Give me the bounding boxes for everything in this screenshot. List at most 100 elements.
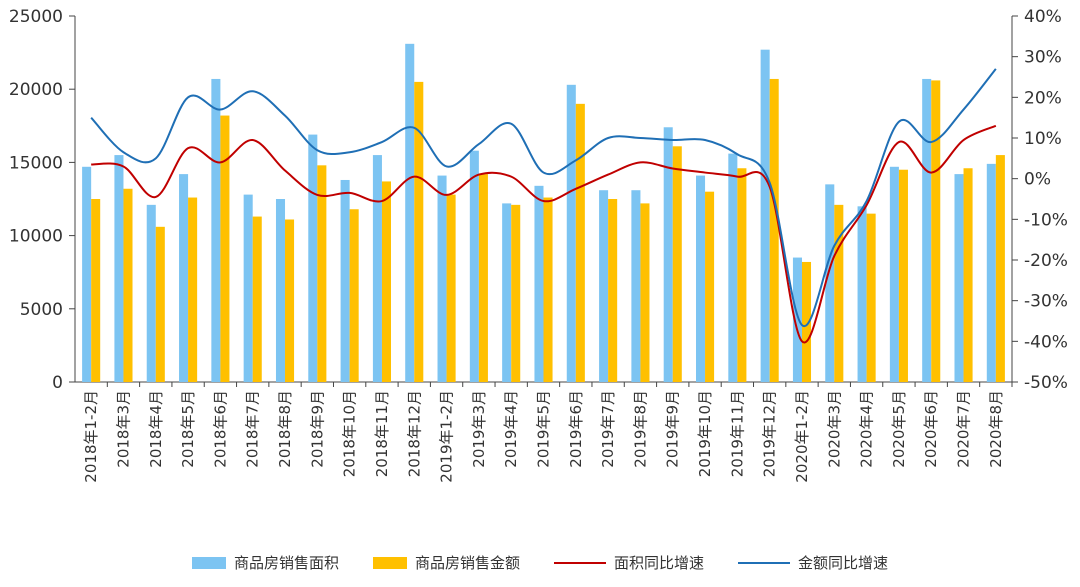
- bar-amount: [252, 216, 262, 382]
- bar-area: [857, 206, 867, 382]
- bar-amount: [575, 103, 585, 382]
- y-tick-label-left: 15000: [9, 153, 63, 173]
- bar-amount: [543, 197, 553, 382]
- x-tick-label: 2019年3月: [470, 390, 488, 468]
- bar-area: [405, 43, 415, 382]
- y-tick-label-right: -30%: [1024, 292, 1068, 312]
- bar-amount: [801, 261, 812, 382]
- y-tick-label-right: -10%: [1024, 210, 1068, 230]
- y-tick-label-left: 20000: [9, 80, 63, 100]
- bar-area: [372, 155, 382, 382]
- x-tick-label: 2019年4月: [502, 390, 520, 468]
- x-tick-label: 2020年4月: [858, 390, 876, 468]
- bar-amount: [511, 204, 521, 382]
- x-tick-label: 2020年1-2月: [793, 390, 811, 483]
- bar-amount: [188, 197, 198, 382]
- y-tick-label-right: 30%: [1024, 48, 1062, 68]
- y-tick-label-left: 0: [52, 373, 63, 393]
- x-tick-label: 2020年5月: [890, 390, 908, 468]
- y-tick-label-right: 20%: [1024, 88, 1062, 108]
- bar-amount: [769, 78, 779, 383]
- bar-area: [340, 179, 350, 382]
- bar-series: [82, 43, 1013, 387]
- x-tick-label: 2018年10月: [341, 390, 359, 477]
- bar-area: [986, 163, 996, 382]
- legend-label-area-growth: 面积同比增速: [614, 554, 705, 572]
- x-tick-label: 2020年8月: [987, 390, 1005, 468]
- bar-area: [275, 199, 286, 382]
- x-tick-label: 2018年3月: [114, 390, 132, 468]
- y-tick-label-right: -20%: [1024, 251, 1068, 271]
- x-tick-label: 2018年11月: [373, 390, 391, 477]
- bar-area: [954, 174, 964, 382]
- x-tick-label: 2019年9月: [664, 390, 682, 468]
- x-tick-label: 2020年6月: [922, 390, 940, 468]
- axes: 0 5000 10000 15000 20000 25000 -50% -40% -30% -20…: [9, 7, 1068, 393]
- bar-amount: [705, 191, 715, 382]
- bar-amount: [123, 188, 133, 382]
- x-tick-label: 2019年10月: [696, 390, 714, 477]
- legend-swatch-amount-growth: [738, 561, 791, 564]
- y-tick-label-left: 10000: [9, 227, 63, 247]
- bar-area: [889, 166, 899, 382]
- x-tick-label: 2018年7月: [244, 390, 262, 468]
- bar-amount: [963, 168, 973, 382]
- bar-amount: [898, 169, 908, 382]
- line-series: [90, 68, 997, 344]
- bar-area: [760, 49, 770, 383]
- bar-amount: [349, 209, 359, 382]
- bar-amount: [91, 199, 101, 382]
- bar-amount: [446, 194, 456, 382]
- bar-amount: [220, 115, 230, 382]
- legend-item-area-growth: 面积同比增速: [554, 552, 704, 573]
- x-tick-label: 2019年12月: [761, 390, 779, 477]
- x-tick-label: 2019年8月: [631, 390, 649, 468]
- bar-amount: [155, 226, 165, 382]
- bar-area: [469, 150, 479, 382]
- bar-area: [825, 184, 835, 382]
- x-tick-label: 2018年8月: [276, 390, 294, 468]
- x-tick-label: 2019年6月: [567, 390, 585, 468]
- bar-amount: [285, 219, 295, 382]
- legend-swatch-area-growth: [554, 561, 606, 564]
- bar-area: [502, 203, 512, 382]
- x-tick-label: 2019年7月: [599, 390, 617, 468]
- x-tick-label: 2019年1-2月: [438, 390, 456, 483]
- bar-amount: [478, 174, 488, 382]
- legend-label-amount: 商品房销售金额: [414, 554, 520, 572]
- bar-area: [534, 185, 544, 382]
- bar-amount: [995, 155, 1005, 382]
- bar-area: [82, 166, 92, 382]
- bar-area: [566, 84, 576, 383]
- x-tick-labels: 2018年1-2月 2018年3月 2018年4月 2018年5月 2018年6月 201…: [82, 390, 1005, 483]
- x-tick-label: 2018年6月: [211, 390, 229, 468]
- y-tick-label-right: -50%: [1024, 373, 1068, 393]
- bar-area: [696, 175, 706, 382]
- x-tick-label: 2019年11月: [728, 390, 746, 477]
- bar-area: [663, 127, 673, 382]
- bar-amount: [931, 80, 941, 382]
- y-tick-label-right: 0%: [1024, 170, 1051, 190]
- bar-area: [179, 174, 189, 382]
- x-tick-label: 2020年7月: [955, 390, 973, 468]
- bar-amount: [834, 204, 844, 382]
- bar-area: [114, 155, 124, 382]
- bar-amount: [414, 81, 424, 382]
- bar-area: [211, 78, 221, 383]
- bar-amount: [381, 181, 391, 382]
- legend-swatch-amount: [372, 556, 407, 569]
- bar-amount: [608, 199, 618, 382]
- y-tick-label-right: -40%: [1024, 332, 1068, 352]
- x-tick-label: 2018年12月: [405, 390, 423, 477]
- y-tick-label-left: 5000: [20, 300, 63, 320]
- x-tick-label: 2018年9月: [308, 390, 326, 468]
- bar-amount: [640, 203, 650, 382]
- legend: 商品房销售面积 商品房销售金额 面积同比增速 金额同比增速: [0, 552, 1080, 573]
- legend-label-amount-growth: 金额同比增速: [798, 554, 889, 572]
- bar-area: [599, 190, 609, 382]
- line-amount-growth: [90, 68, 997, 328]
- bar-amount: [737, 168, 747, 382]
- bar-amount: [672, 146, 682, 382]
- legend-item-amount: 商品房销售金额: [372, 552, 520, 573]
- x-tick-label: 2020年3月: [825, 390, 843, 468]
